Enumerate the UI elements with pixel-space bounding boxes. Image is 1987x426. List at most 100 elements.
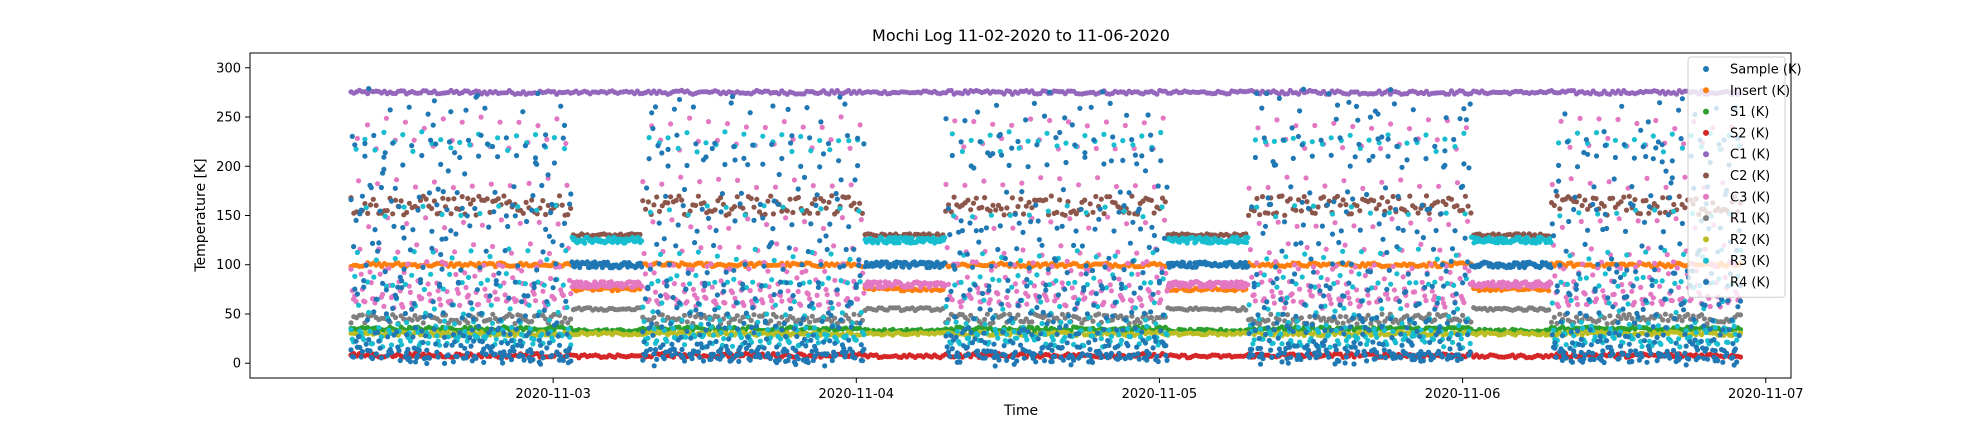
data-point xyxy=(641,250,647,257)
data-point xyxy=(824,292,830,298)
data-point xyxy=(1307,314,1313,320)
data-point xyxy=(805,291,811,297)
data-point xyxy=(356,178,362,184)
data-point xyxy=(799,207,805,213)
data-point xyxy=(659,300,665,306)
data-point xyxy=(700,287,707,293)
data-point xyxy=(1340,145,1346,151)
data-point xyxy=(1390,193,1396,200)
data-point xyxy=(366,309,372,316)
data-point xyxy=(1289,291,1295,297)
data-point xyxy=(546,317,553,323)
data-point xyxy=(423,196,429,202)
data-point xyxy=(1315,204,1321,210)
data-point xyxy=(1063,303,1069,309)
data-point xyxy=(383,115,389,121)
data-point xyxy=(1137,320,1143,326)
data-point xyxy=(540,198,546,204)
data-point xyxy=(1662,311,1668,317)
data-point xyxy=(1065,199,1071,205)
data-point xyxy=(489,243,496,250)
data-point xyxy=(395,249,401,255)
data-point xyxy=(1672,126,1678,132)
data-point xyxy=(451,196,457,202)
data-point xyxy=(805,332,811,338)
data-point xyxy=(964,274,971,280)
data-point xyxy=(1058,243,1064,249)
data-point xyxy=(798,302,804,308)
data-point xyxy=(857,122,863,128)
data-point xyxy=(1593,196,1599,202)
data-point xyxy=(783,215,789,221)
data-point xyxy=(539,331,545,337)
data-point xyxy=(1044,297,1050,303)
data-point xyxy=(356,302,362,308)
data-point xyxy=(1466,268,1472,274)
data-point xyxy=(477,210,483,217)
data-point xyxy=(1674,265,1680,271)
data-point xyxy=(1341,178,1347,184)
data-point xyxy=(1556,304,1562,310)
data-point xyxy=(734,194,740,200)
data-point xyxy=(522,281,529,287)
data-point xyxy=(810,183,816,189)
data-point xyxy=(1384,291,1390,297)
data-point xyxy=(769,298,775,304)
data-point xyxy=(364,122,371,128)
data-point xyxy=(381,129,387,135)
data-point xyxy=(1423,298,1429,304)
data-point xyxy=(694,295,700,302)
data-point xyxy=(705,119,712,125)
data-point xyxy=(523,199,529,205)
data-point xyxy=(990,202,996,208)
data-point xyxy=(1428,261,1434,268)
data-point xyxy=(1548,280,1554,286)
data-point xyxy=(764,221,770,228)
data-point xyxy=(1660,195,1666,201)
data-point xyxy=(1048,193,1054,199)
data-point xyxy=(1637,211,1643,217)
data-point xyxy=(1604,321,1610,327)
data-point xyxy=(760,133,766,139)
data-point xyxy=(1437,247,1443,253)
data-point xyxy=(1653,117,1659,124)
data-point xyxy=(1357,208,1363,214)
data-point xyxy=(1269,288,1275,294)
data-point xyxy=(1084,123,1090,129)
data-point xyxy=(500,263,506,269)
data-point xyxy=(568,205,574,211)
data-point xyxy=(1673,216,1679,222)
data-point xyxy=(1685,311,1691,318)
data-point xyxy=(1660,317,1666,323)
data-point xyxy=(1568,176,1574,182)
data-point xyxy=(1634,120,1640,127)
data-point xyxy=(1417,183,1423,189)
data-point xyxy=(529,197,535,203)
data-point xyxy=(1337,313,1343,320)
data-point xyxy=(1425,117,1432,123)
data-point xyxy=(543,211,549,218)
data-point xyxy=(801,219,808,225)
data-point xyxy=(973,259,979,265)
data-point xyxy=(419,129,425,135)
data-point xyxy=(421,286,427,293)
data-point xyxy=(751,204,757,210)
data-point xyxy=(1255,125,1261,131)
data-point xyxy=(731,276,737,282)
data-point xyxy=(680,282,686,288)
data-point xyxy=(1461,300,1467,306)
data-point xyxy=(998,206,1004,212)
data-point xyxy=(711,332,717,338)
data-point xyxy=(532,132,539,138)
data-point xyxy=(818,206,824,212)
data-point xyxy=(694,149,700,155)
data-point xyxy=(1257,212,1263,218)
data-point xyxy=(1285,241,1291,247)
data-point xyxy=(1251,208,1257,214)
data-point xyxy=(353,146,359,152)
data-point xyxy=(526,180,532,186)
data-point xyxy=(1132,183,1138,189)
data-point xyxy=(1312,122,1318,129)
data-point xyxy=(800,124,806,130)
data-point xyxy=(1385,296,1391,302)
